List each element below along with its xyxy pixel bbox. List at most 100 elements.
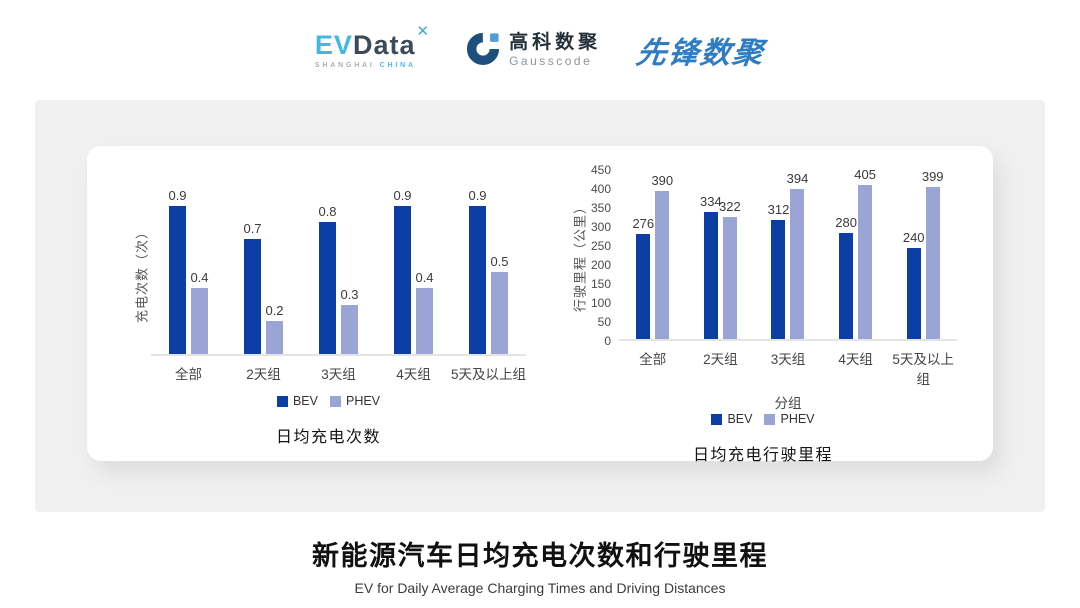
x-category-label: 3天组 <box>321 367 356 382</box>
evdata-logo: EV Data ✕ SHANGHAI CHINA <box>314 24 430 69</box>
bar-value-label: 399 <box>921 169 944 185</box>
legend: BEV PHEV <box>131 394 526 408</box>
evdata-data-text: Data <box>352 29 416 60</box>
bar-phev-4: 0.4 <box>415 270 434 354</box>
y-tick-label: 350 <box>590 201 611 215</box>
bar-value-label: 0.9 <box>168 187 187 203</box>
bar-value-label: 312 <box>767 202 790 218</box>
bar-phev-2: 322 <box>719 199 741 339</box>
plot-area: 276 390 334 322 312 394 280 405 240 399 <box>619 167 957 341</box>
bar-group-3: 312 394 <box>754 170 822 339</box>
bar-group-1: 0.9 0.4 <box>151 187 226 354</box>
gausscode-logo: 高科数聚 Gausscode <box>466 31 601 70</box>
evdata-shanghai-text: SHANGHAI <box>314 61 375 69</box>
x-category-label: 全部 <box>639 352 667 367</box>
bar-phev-5: 399 <box>922 169 944 339</box>
legend-item-phev: PHEV <box>329 394 381 408</box>
bar-phev-3: 0.3 <box>340 287 359 354</box>
y-axis-label: 充电次数（次） <box>131 191 151 356</box>
evdata-star-icon: ✕ <box>416 22 431 40</box>
y-tick-label: 200 <box>590 258 611 272</box>
y-axis-label: 行驶里程（公里） <box>569 170 589 341</box>
bar-group-4: 0.9 0.4 <box>376 188 451 354</box>
gausscode-cn-name: 高科数聚 <box>509 32 602 54</box>
bar-value-label: 0.3 <box>340 286 359 302</box>
x-axis-labels: 全部 2天组 3天组 4天组 5天及以上组 <box>619 348 957 388</box>
bar-value-label: 0.9 <box>393 187 412 203</box>
y-tick-label: 400 <box>590 182 611 196</box>
logo-strip: EV Data ✕ SHANGHAI CHINA 高科数聚 Gausscode 先锋… <box>0 0 1080 100</box>
bar-bev-5: 240 <box>903 230 925 339</box>
chart-area: 充电次数（次） 0.9 0.4 0.7 0.2 0.8 0.3 0.9 0.4 0.9 0.5 全… <box>131 187 527 383</box>
legend-label: PHEV <box>345 394 381 408</box>
x-axis-labels: 全部 2天组 3天组 4天组 5天及以上组 <box>151 363 526 383</box>
bar-bev-2: 0.7 <box>243 221 262 354</box>
bar-group-1: 276 390 <box>619 170 687 339</box>
legend-item-phev: PHEV <box>764 412 815 426</box>
bar-value-label: 0.4 <box>190 270 209 285</box>
plot-column: 276 390 334 322 312 394 280 405 240 399 全部 2天组 3天组 4… <box>619 167 957 412</box>
y-tick-label: 150 <box>590 277 611 291</box>
footer: 新能源汽车日均充电次数和行驶里程 EV for Daily Average Ch… <box>0 512 1080 596</box>
y-axis-label-text: 行驶里程（公里） <box>572 199 588 312</box>
bar-group-2: 0.7 0.2 <box>226 191 301 354</box>
bar-phev-1: 390 <box>651 173 673 339</box>
x-category-label: 全部 <box>175 367 202 382</box>
legend-item-bev: BEV <box>711 412 752 426</box>
x-axis-title: 分组 <box>774 396 802 411</box>
y-tick-label: 300 <box>590 220 611 234</box>
legend-swatch-phev <box>764 413 776 425</box>
bar-bev-2: 334 <box>700 194 722 339</box>
y-tick-label: 100 <box>590 296 611 310</box>
bar-bev-4: 0.9 <box>393 188 412 354</box>
bar-bev-1: 276 <box>632 216 654 339</box>
y-tick-label: 0 <box>604 334 611 348</box>
x-category-label: 2天组 <box>246 367 281 382</box>
bar-phev-5: 0.5 <box>490 254 509 354</box>
bar-bev-3: 312 <box>768 202 789 339</box>
x-category-label: 3天组 <box>770 352 806 367</box>
pioneer-logo: 先锋数聚 <box>634 37 767 70</box>
plot-area: 0.9 0.4 0.7 0.2 0.8 0.3 0.9 0.4 0.9 0.5 <box>151 187 526 356</box>
x-category-label: 5天及以上组 <box>892 352 954 387</box>
gausscode-text: 高科数聚 Gausscode <box>509 32 601 68</box>
x-category-label: 4天组 <box>838 352 873 367</box>
legend-label: BEV <box>292 394 318 408</box>
legend-swatch-phev <box>329 395 341 407</box>
x-category-label: 5天及以上组 <box>451 367 527 382</box>
bar-phev-3: 394 <box>787 171 808 339</box>
legend-swatch-bev <box>711 413 723 425</box>
legend-item-bev: BEV <box>276 394 318 408</box>
legend: BEV PHEV <box>569 412 957 426</box>
bar-value-label: 334 <box>700 194 722 210</box>
bar-value-label: 0.2 <box>265 303 284 318</box>
evdata-subtext: SHANGHAI CHINA <box>315 62 416 69</box>
main-subtitle: EV for Daily Average Charging Times and … <box>354 580 726 596</box>
bar-value-label: 240 <box>902 229 925 245</box>
bar-group-5: 0.9 0.5 <box>451 188 526 354</box>
bar-group-5: 240 399 <box>889 169 957 339</box>
bar-group-3: 0.8 0.3 <box>301 191 376 354</box>
x-category-label: 4天组 <box>396 367 431 382</box>
x-category-label: 2天组 <box>703 352 738 367</box>
y-axis-label-text: 充电次数（次） <box>134 224 150 323</box>
main-title: 新能源汽车日均充电次数和行驶里程 <box>312 541 768 571</box>
bar-group-2: 334 322 <box>687 170 755 339</box>
chart-charging-times: 充电次数（次） 0.9 0.4 0.7 0.2 0.8 0.3 0.9 0.4 0.9 0.5 全… <box>131 170 527 447</box>
legend-label: PHEV <box>780 412 815 426</box>
bar-phev-4: 405 <box>854 167 876 339</box>
bar-value-label: 0.8 <box>318 204 337 219</box>
evdata-ev-text: EV <box>314 29 353 60</box>
evdata-china-text: CHINA <box>379 61 416 69</box>
bar-phev-1: 0.4 <box>190 270 209 354</box>
gausscode-g-icon <box>466 31 500 70</box>
bar-value-label: 390 <box>651 172 674 188</box>
legend-swatch-bev <box>276 395 288 407</box>
bar-value-label: 394 <box>786 171 809 187</box>
gausscode-en-name: Gausscode <box>509 53 593 68</box>
plot-column: 0.9 0.4 0.7 0.2 0.8 0.3 0.9 0.4 0.9 0.5 全部 2天组 3天组 4… <box>151 187 526 383</box>
y-axis-ticks: 0 50 100 150 200 250 300 350 400 450 <box>589 163 619 348</box>
chart-title: 日均充电次数 <box>275 429 381 446</box>
bar-phev-2: 0.2 <box>265 303 284 354</box>
